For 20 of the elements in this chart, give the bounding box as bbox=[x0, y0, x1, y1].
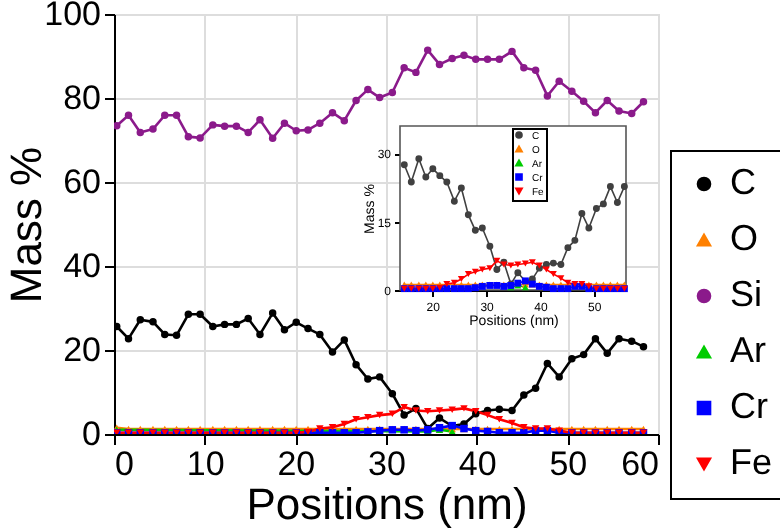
legend-label: C bbox=[730, 162, 756, 202]
y-tick-label: 20 bbox=[63, 331, 101, 369]
x-tick-label: 10 bbox=[186, 445, 225, 483]
x-tick-label: 50 bbox=[549, 445, 588, 483]
y-tick-label: 60 bbox=[63, 163, 101, 201]
y-tick-label: 40 bbox=[63, 247, 101, 285]
legend-label: Fe bbox=[730, 442, 773, 482]
y-tick-label: 80 bbox=[63, 79, 101, 117]
x-tick-label: 20 bbox=[277, 445, 316, 483]
x-axis-title: Positions (nm) bbox=[246, 479, 528, 529]
legend-label: Ar bbox=[730, 330, 767, 370]
y-tick-label: 0 bbox=[82, 415, 101, 453]
x-tick-label: 60 bbox=[621, 445, 659, 483]
y-tick-label: 100 bbox=[44, 0, 101, 33]
x-tick-label: 40 bbox=[458, 445, 497, 483]
x-tick-label: 0 bbox=[115, 445, 134, 483]
legend-label: O bbox=[730, 218, 759, 258]
legend-label: Cr bbox=[730, 386, 768, 426]
legend-label: Si bbox=[730, 274, 763, 314]
y-axis-title: Mass % bbox=[1, 146, 51, 304]
